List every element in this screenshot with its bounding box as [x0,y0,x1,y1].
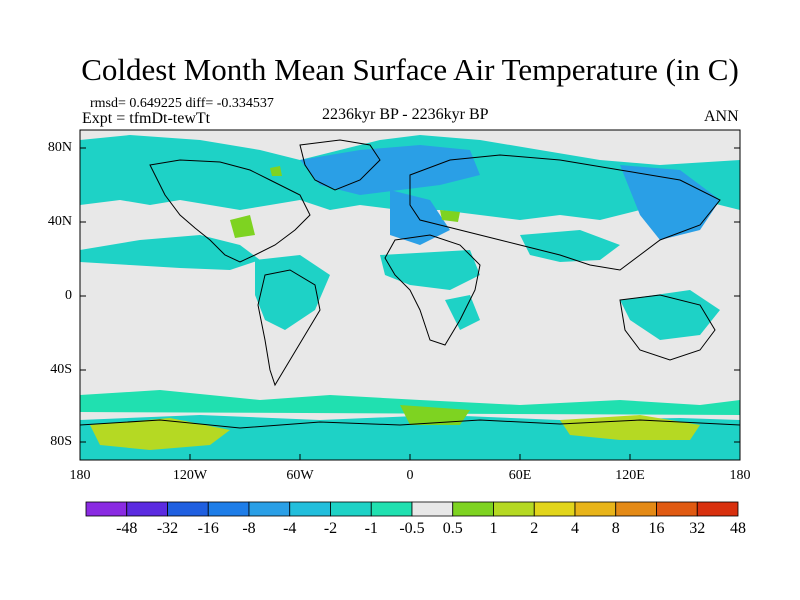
x-tick-label: 120E [615,468,645,483]
colorbar-label: 48 [730,520,746,537]
colorbar-swatch [330,501,372,517]
anomaly-siberia-blue [620,165,720,240]
x-tick-label: 180 [69,468,91,483]
antarctica-outline [80,419,740,429]
colorbar-label: 0.5 [442,520,463,537]
colorbar-swatch [248,501,291,517]
colorbar-swatch [85,501,128,517]
x-tick-label: 60E [508,468,532,483]
south-america-outline [257,269,321,387]
eurasia-outline [409,154,721,271]
anomaly-atlantic-blue [390,190,450,245]
colorbar-label: -48 [116,520,138,537]
map-title: Coldest Month Mean Surface Air Temperatu… [81,52,739,87]
colorbar-label: 2 [530,520,539,537]
anomaly-green-patch-canada [270,166,282,176]
period-label: 2236kyr BP - 2236kyr BP [322,106,489,123]
colorbar [85,501,739,517]
colorbar-label: 1 [489,520,498,537]
colorbar-label: -1 [364,520,378,537]
anomaly-africa-band [380,250,480,290]
colorbar-swatch [615,501,657,517]
y-tick-label: 80S [50,434,72,449]
anomaly-australia [620,290,720,340]
colorbar-swatch [493,501,535,517]
colorbar-label: -32 [156,520,179,537]
colorbar-label: -4 [283,520,297,537]
anomaly-green-patch-na [230,215,255,238]
colorbar-swatch [370,501,413,517]
colorbar-label: 16 [648,520,665,537]
colorbar-swatch [289,501,331,517]
anomaly-southern-ocean [80,390,740,415]
colorbar-swatch [452,501,494,517]
colorbar-swatch [167,501,209,517]
colorbar-swatch [411,501,454,517]
colorbar-label: -2 [323,520,338,537]
anomaly-indian-band [520,230,620,262]
colorbar-label: -16 [197,520,219,537]
anomaly-madagascar-region [445,295,480,330]
colorbar-label: 4 [571,520,579,537]
colorbar-label: 8 [611,520,620,537]
x-tick-label: 60W [286,468,314,483]
colorbar-swatch [533,501,576,517]
continent-outlines [80,139,740,429]
colorbar-label: -8 [242,520,256,537]
anomaly-antarctic-green-west [90,418,230,450]
y-tick-label: 80N [47,140,72,155]
season-label: ANN [704,108,739,125]
x-tick-marks [79,454,741,460]
colorbar-swatch [126,501,168,517]
colorbar-label: 32 [689,520,706,537]
experiment-label: Expt = tfmDt-tewTt [82,110,211,127]
x-tick-label: 120W [172,468,208,483]
x-tick-label: 180 [729,468,751,483]
colorbar-swatch [656,501,698,517]
x-tick-label: 0 [406,468,414,483]
colorbar-swatch [574,501,617,517]
map-plot-area [80,130,740,460]
anomaly-antarctic-green-mid [400,405,470,425]
africa-outline [384,234,481,346]
y-tick-label: 0 [65,288,72,303]
anomaly-green-patch-europe [440,210,460,222]
y-tick-marks [80,147,740,443]
y-tick-label: 40S [50,362,72,377]
north-america-outline [149,159,311,263]
australia-outline [619,294,716,361]
greenland-outline [299,139,381,191]
anomaly-pacific-band [80,235,260,270]
colorbar-swatch [207,501,250,517]
anomaly-arctic-blue [300,145,480,195]
stats-label: rmsd= 0.649225 diff= -0.334537 [90,96,274,111]
y-tick-label: 40N [47,214,72,229]
colorbar-swatch [696,501,739,517]
colorbar-label: -0.5 [399,520,425,537]
